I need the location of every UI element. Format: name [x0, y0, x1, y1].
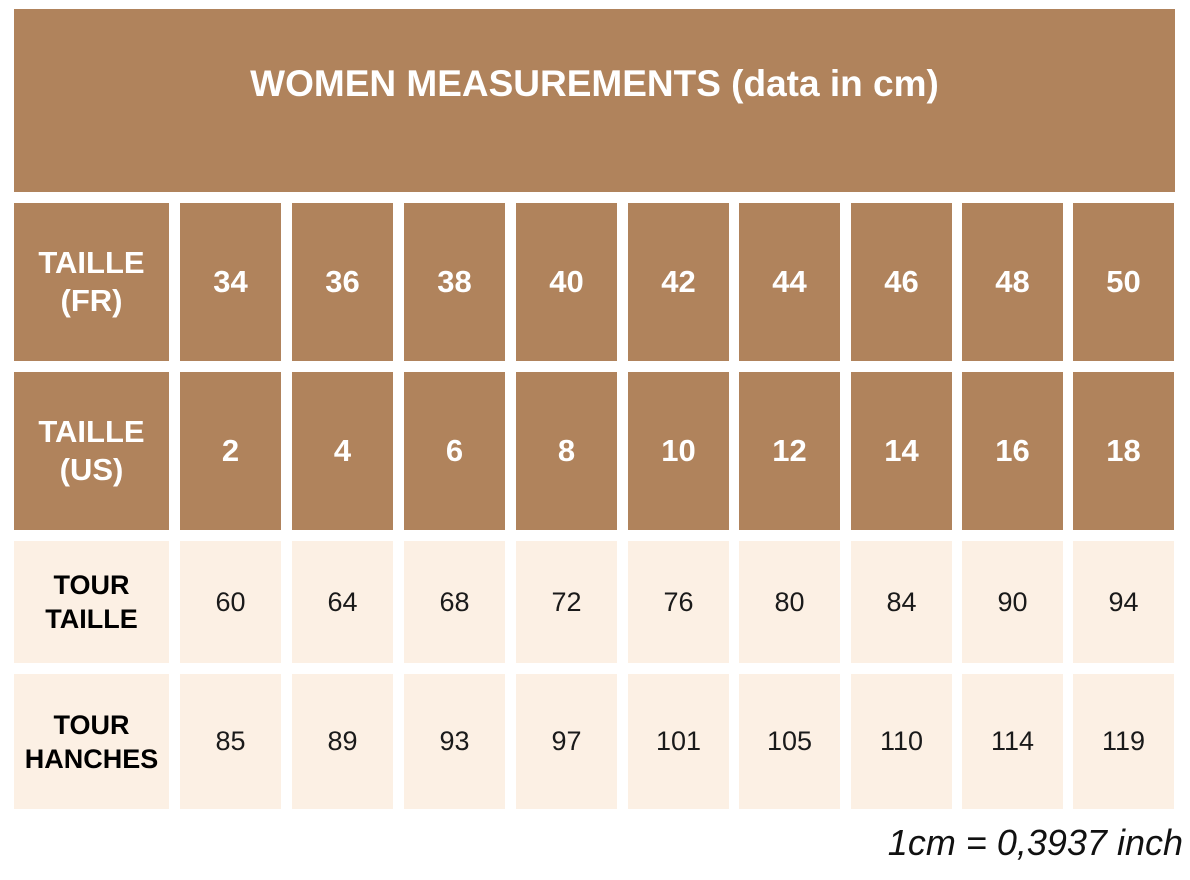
table-cell: 34: [180, 203, 281, 361]
table-cell: 119: [1073, 674, 1174, 809]
table-cell: 64: [292, 541, 393, 663]
table-cell: 60: [180, 541, 281, 663]
table-cell: 44: [739, 203, 840, 361]
table-cell: 93: [404, 674, 505, 809]
table-title: WOMEN MEASUREMENTS (data in cm): [14, 9, 1175, 192]
table-cell: 68: [404, 541, 505, 663]
table-cell: 90: [962, 541, 1063, 663]
row-label-line: TOUR: [53, 709, 130, 740]
table-cell: 105: [739, 674, 840, 809]
table-cell: 101: [628, 674, 729, 809]
table-cell: 72: [516, 541, 617, 663]
table-cell: 2: [180, 372, 281, 530]
row-label-tour-taille: TOUR TAILLE: [14, 541, 169, 663]
conversion-footnote: 1cm = 0,3937 inch: [887, 822, 1183, 863]
table-cell: 114: [962, 674, 1063, 809]
table-cell: 16: [962, 372, 1063, 530]
table-cell: 8: [516, 372, 617, 530]
row-label-taille-fr: TAILLE (FR): [14, 203, 169, 361]
row-label-line: TAILLE: [45, 604, 138, 634]
table-cell: 50: [1073, 203, 1174, 361]
table-cell: 10: [628, 372, 729, 530]
table-cell: 89: [292, 674, 393, 809]
table-cell: 48: [962, 203, 1063, 361]
table-title-text: WOMEN MEASUREMENTS (data in cm): [250, 63, 939, 104]
table-cell: 12: [739, 372, 840, 530]
table-cell: 85: [180, 674, 281, 809]
row-label-taille-us: TAILLE (US): [14, 372, 169, 530]
row-label-line: HANCHES: [24, 743, 159, 774]
row-label-line: TAILLE: [38, 245, 145, 280]
table-cell: 46: [851, 203, 952, 361]
table-cell: 42: [628, 203, 729, 361]
row-label-tour-hanches: TOUR HANCHES: [14, 674, 169, 809]
table-cell: 36: [292, 203, 393, 361]
table-cell: 38: [404, 203, 505, 361]
table-cell: 84: [851, 541, 952, 663]
table-cell: 6: [404, 372, 505, 530]
table-cell: 94: [1073, 541, 1174, 663]
table-cell: 14: [851, 372, 952, 530]
table-cell: 80: [739, 541, 840, 663]
row-label-line: (FR): [60, 283, 123, 318]
table-cell: 97: [516, 674, 617, 809]
table-cell: 4: [292, 372, 393, 530]
table-cell: 40: [516, 203, 617, 361]
table-cell: 76: [628, 541, 729, 663]
row-label-line: (US): [59, 452, 124, 487]
table-cell: 18: [1073, 372, 1174, 530]
table-cell: 110: [851, 674, 952, 809]
row-label-line: TOUR: [53, 570, 130, 600]
row-label-line: TAILLE: [38, 414, 145, 449]
